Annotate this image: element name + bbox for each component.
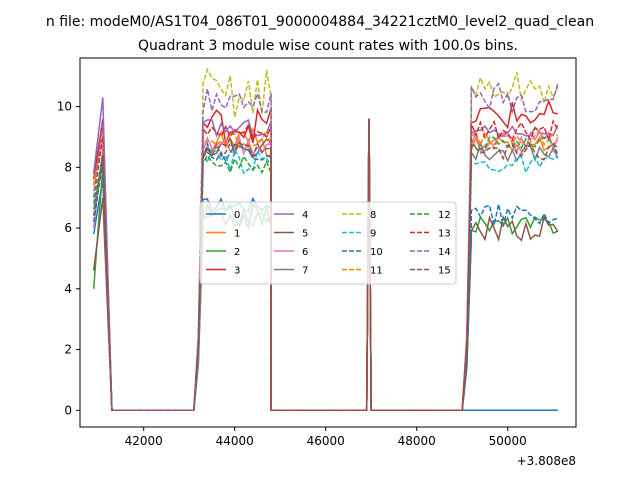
legend-box (199, 201, 457, 285)
plot-subtitle: Quadrant 3 module wise count rates with … (138, 38, 518, 54)
y-tick-label: 4 (64, 282, 72, 296)
x-tick-label: 46000 (307, 434, 345, 448)
legend-label-4: 4 (302, 210, 308, 221)
legend-label-11: 11 (370, 266, 383, 277)
legend-label-3: 3 (234, 266, 240, 277)
legend-label-7: 7 (302, 266, 308, 277)
legend-label-13: 13 (438, 229, 451, 240)
series-line-15 (92, 118, 559, 412)
plot-lines (92, 67, 559, 412)
legend-label-14: 14 (438, 247, 451, 258)
x-tick-label: 48000 (398, 434, 436, 448)
x-axis: 42000 44000 46000 48000 50000 (125, 427, 527, 448)
legend-label-6: 6 (302, 247, 308, 258)
legend-label-8: 8 (370, 210, 376, 221)
y-tick-label: 10 (57, 100, 72, 114)
plot-area-frame (79, 57, 577, 428)
y-tick-label: 8 (64, 160, 72, 174)
legend-label-0: 0 (234, 210, 240, 221)
y-tick-label: 6 (64, 221, 72, 235)
x-tick-label: 42000 (125, 434, 163, 448)
x-tick-label: 44000 (216, 434, 254, 448)
x-tick-label: 50000 (489, 434, 527, 448)
y-tick-label: 0 (64, 403, 72, 417)
legend-label-1: 1 (234, 229, 240, 240)
legend-label-10: 10 (370, 247, 383, 258)
legend-label-12: 12 (438, 210, 451, 221)
legend-label-15: 15 (438, 266, 451, 277)
legend-label-2: 2 (234, 247, 240, 258)
x-offset-label: +3.808e8 (517, 454, 576, 468)
legend-label-9: 9 (370, 229, 376, 240)
y-tick-label: 2 (64, 343, 72, 357)
legend-label-5: 5 (302, 229, 308, 240)
y-axis: 0 2 4 6 8 10 (57, 100, 80, 417)
figure-title: n file: modeM0/AS1T04_086T01_9000004884_… (46, 14, 594, 30)
series-line-13 (92, 118, 559, 412)
